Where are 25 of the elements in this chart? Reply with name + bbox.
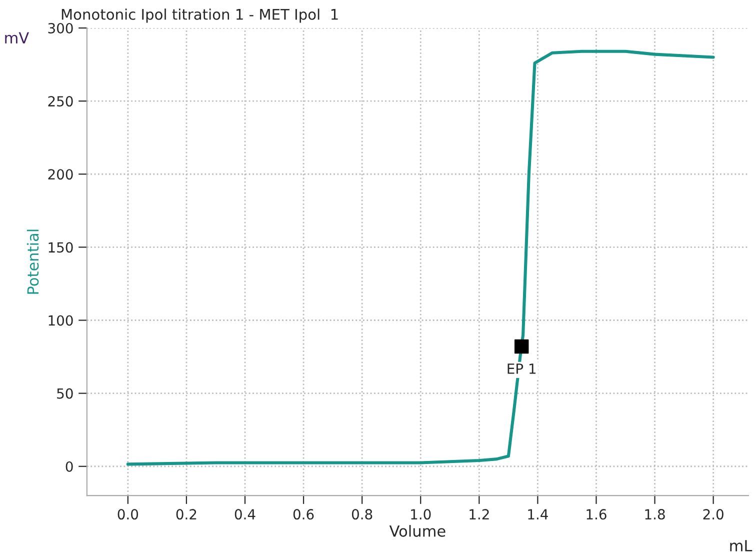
y-tick-label: 300: [48, 22, 73, 34]
x-tick-label: 0.2: [176, 509, 196, 520]
x-tick-label: 2.0: [703, 509, 724, 520]
x-tick-label: 1.4: [528, 509, 548, 520]
x-tick-label: 1.8: [645, 509, 665, 520]
y-tick-label: 150: [48, 242, 73, 253]
x-tick-label: 0.8: [352, 509, 372, 520]
y-tick-label: 100: [48, 315, 73, 326]
text: mV: [5, 32, 29, 44]
text: mL: [730, 540, 752, 552]
y-tick-label: 0: [66, 461, 73, 472]
x-tick-label: 0.0: [118, 509, 138, 520]
x-axis-title: Volume: [389, 525, 446, 537]
x-tick-label: 1.6: [586, 509, 606, 520]
y-tick-label: 50: [57, 388, 73, 399]
y-axis-title: Potential: [26, 230, 39, 294]
x-tick-label: 0.6: [293, 509, 314, 520]
y-tick-label: 250: [48, 96, 73, 107]
x-tick-label: 1.2: [470, 509, 489, 520]
line-series: [126, 50, 715, 466]
y-tick-label: 200: [48, 169, 73, 180]
chart-title: Monotonic Ipol titration 1 - MET Ipol 1: [62, 8, 338, 23]
x-tick-label: 1.0: [411, 509, 431, 520]
x-tick-label: 0.4: [234, 509, 256, 520]
annotation: EP 1: [508, 364, 536, 374]
